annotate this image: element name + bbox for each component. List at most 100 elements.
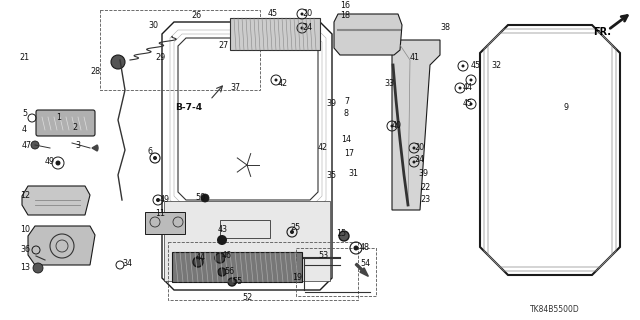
Text: 29: 29 (155, 53, 165, 62)
Text: 31: 31 (348, 170, 358, 179)
Text: 55: 55 (232, 276, 243, 285)
Circle shape (111, 55, 125, 69)
Text: 45: 45 (268, 10, 278, 19)
Text: 1: 1 (56, 114, 61, 123)
Text: 24: 24 (414, 156, 424, 164)
Text: B-7-4: B-7-4 (175, 102, 202, 111)
Text: 39: 39 (418, 170, 428, 179)
Text: 38: 38 (440, 23, 450, 33)
Text: 2: 2 (72, 124, 77, 132)
Text: 44: 44 (196, 253, 206, 262)
Text: 41: 41 (410, 53, 420, 62)
Bar (100, 10, 260, 90)
Bar (220, 220, 270, 238)
Circle shape (156, 198, 160, 202)
FancyBboxPatch shape (172, 252, 302, 282)
Text: 5: 5 (22, 109, 27, 118)
Text: 48: 48 (360, 244, 370, 252)
Circle shape (290, 230, 294, 234)
Circle shape (390, 124, 394, 127)
Text: 30: 30 (148, 20, 158, 29)
Text: 40: 40 (392, 122, 402, 131)
Text: 7: 7 (344, 97, 349, 106)
Circle shape (218, 268, 226, 276)
Text: 6: 6 (147, 148, 152, 156)
Text: 39: 39 (326, 100, 336, 108)
Text: 20: 20 (414, 143, 424, 153)
Text: 44: 44 (463, 84, 473, 92)
Text: 21: 21 (20, 52, 30, 61)
Text: 27: 27 (218, 41, 228, 50)
Text: 8: 8 (344, 109, 349, 118)
Text: 24: 24 (302, 23, 312, 33)
Text: 42: 42 (278, 79, 288, 89)
FancyBboxPatch shape (145, 212, 185, 234)
Bar (296, 248, 376, 296)
Circle shape (458, 86, 461, 90)
Text: 15: 15 (336, 229, 346, 238)
Text: 11: 11 (155, 210, 165, 219)
Bar (168, 242, 358, 300)
Text: 43: 43 (218, 226, 228, 235)
Text: 12: 12 (20, 190, 30, 199)
Text: 36: 36 (20, 245, 30, 254)
Text: TK84B5500D: TK84B5500D (530, 306, 580, 315)
Polygon shape (392, 40, 440, 210)
Circle shape (470, 78, 472, 82)
Text: 33: 33 (384, 79, 394, 89)
Text: 4: 4 (22, 125, 27, 134)
Circle shape (301, 12, 303, 15)
Text: 28: 28 (90, 67, 100, 76)
Circle shape (413, 161, 415, 164)
Text: 22: 22 (420, 183, 430, 193)
Text: 46: 46 (222, 252, 232, 260)
Circle shape (301, 27, 303, 29)
FancyBboxPatch shape (230, 18, 320, 50)
Text: 14: 14 (341, 135, 351, 145)
Bar (164, 201, 330, 281)
Text: 47: 47 (22, 141, 32, 150)
Circle shape (228, 278, 236, 286)
Text: 45: 45 (471, 61, 481, 70)
Text: 18: 18 (340, 12, 350, 20)
Text: FR.: FR. (593, 27, 611, 37)
Text: 26: 26 (191, 11, 201, 20)
Circle shape (201, 194, 209, 202)
Text: 25: 25 (290, 223, 300, 233)
Wedge shape (92, 145, 98, 151)
Circle shape (461, 65, 465, 68)
Text: 42: 42 (318, 143, 328, 153)
Circle shape (33, 263, 43, 273)
Text: 17: 17 (344, 149, 354, 158)
Text: 10: 10 (20, 226, 30, 235)
Text: 53: 53 (318, 251, 328, 260)
Circle shape (193, 257, 203, 267)
FancyBboxPatch shape (36, 110, 95, 136)
Circle shape (56, 161, 61, 165)
Text: 23: 23 (420, 196, 430, 204)
Circle shape (413, 147, 415, 149)
Polygon shape (28, 226, 95, 265)
Text: 45: 45 (463, 100, 473, 108)
Circle shape (353, 245, 358, 251)
Circle shape (153, 156, 157, 160)
Text: 52: 52 (242, 293, 252, 302)
Text: 37: 37 (230, 84, 240, 92)
Text: 16: 16 (340, 1, 350, 10)
Text: 49: 49 (45, 157, 55, 166)
Circle shape (275, 78, 278, 82)
Polygon shape (334, 14, 402, 55)
Text: 54: 54 (360, 260, 370, 268)
Text: 56: 56 (224, 268, 234, 276)
Polygon shape (22, 186, 90, 215)
Text: 34: 34 (122, 259, 132, 268)
Text: 35: 35 (326, 171, 336, 180)
Text: 3: 3 (75, 141, 80, 150)
Text: 13: 13 (20, 262, 30, 271)
Text: 32: 32 (491, 61, 501, 70)
Circle shape (470, 102, 472, 106)
FancyArrow shape (355, 263, 369, 276)
Text: 50: 50 (195, 194, 205, 203)
Text: 49: 49 (160, 196, 170, 204)
Text: 9: 9 (564, 103, 569, 113)
